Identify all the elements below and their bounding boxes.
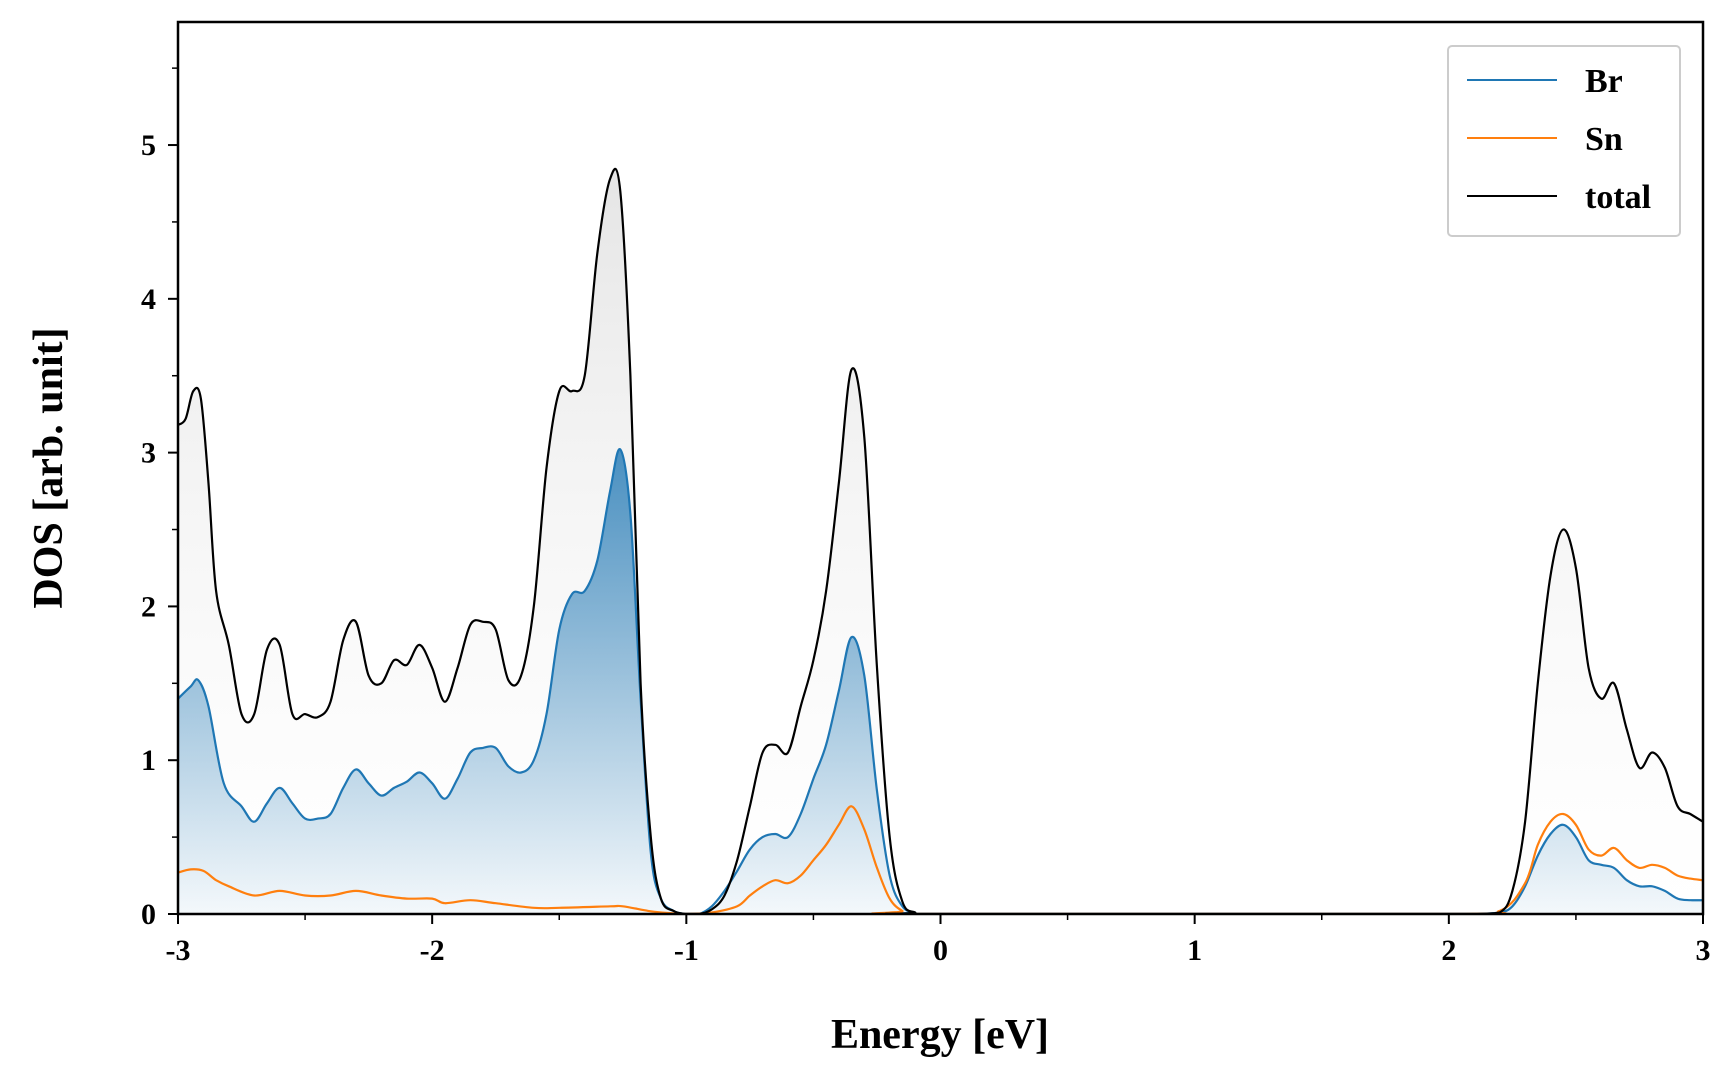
legend-label-br: Br	[1585, 63, 1623, 100]
x-axis-ticks: -3 -2 -1 0 1 2 3	[166, 914, 1711, 967]
y-tick-label: 1	[141, 744, 156, 777]
x-tick-label: 3	[1696, 934, 1711, 967]
x-tick-label: -2	[420, 934, 445, 967]
y-tick-label: 2	[141, 590, 156, 623]
legend-box	[1447, 45, 1681, 237]
x-tick-label: 0	[933, 934, 948, 967]
legend-label-total: total	[1585, 179, 1651, 216]
series-line-total	[178, 167, 1703, 914]
y-axis-ticks: 0 1 2 3 4 5	[141, 67, 178, 931]
series-fill-br	[178, 449, 1703, 914]
y-tick-label: 0	[141, 898, 156, 931]
y-tick-label: 5	[141, 129, 156, 162]
series-fills	[178, 168, 1703, 914]
legend: Br Sn total	[1447, 45, 1681, 237]
series-lines	[178, 167, 1703, 914]
x-axis-label: Energy [eV]	[831, 1012, 1049, 1058]
series-line-sn	[178, 805, 1703, 914]
y-tick-label: 3	[141, 437, 156, 470]
x-tick-label: 2	[1441, 934, 1456, 967]
x-tick-label: -3	[166, 934, 191, 967]
x-tick-label: 1	[1187, 934, 1202, 967]
legend-label-sn: Sn	[1585, 121, 1623, 158]
x-tick-label: -1	[674, 934, 699, 967]
y-tick-label: 4	[141, 283, 156, 316]
y-axis-label: DOS [arb. unit]	[26, 327, 72, 608]
